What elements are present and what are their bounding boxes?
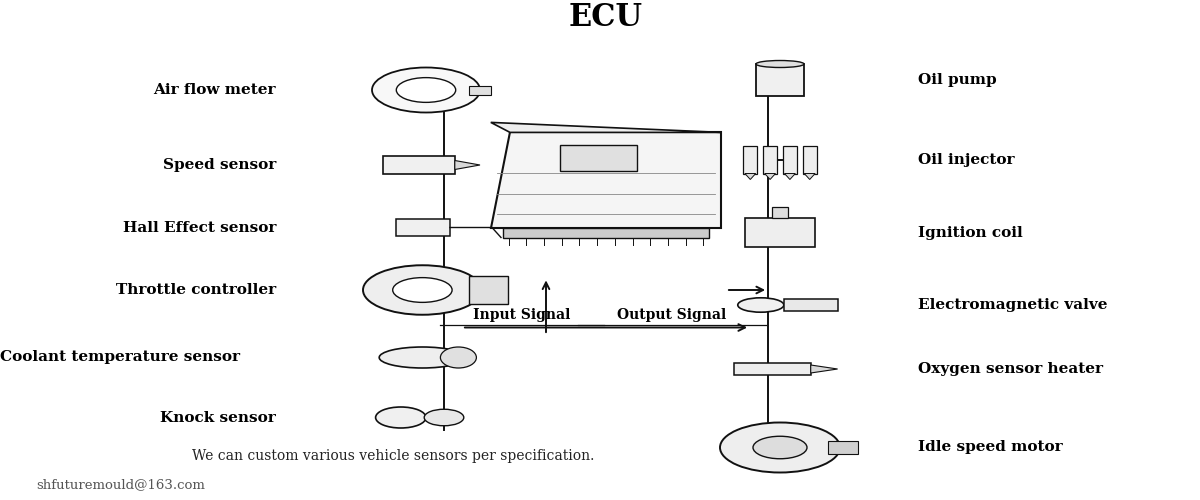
Text: Electromagnetic valve: Electromagnetic valve <box>918 298 1108 312</box>
Text: Output Signal: Output Signal <box>617 308 727 322</box>
Circle shape <box>372 68 480 112</box>
Text: Oxygen sensor heater: Oxygen sensor heater <box>918 362 1103 376</box>
Polygon shape <box>491 132 721 228</box>
Bar <box>784 300 838 310</box>
Bar <box>763 146 778 174</box>
Bar <box>828 441 858 454</box>
Circle shape <box>425 409 463 426</box>
Text: Hall Effect sensor: Hall Effect sensor <box>122 220 276 234</box>
Bar <box>756 64 804 96</box>
Text: Knock sensor: Knock sensor <box>161 410 276 424</box>
Bar <box>743 146 757 174</box>
Text: Ignition coil: Ignition coil <box>918 226 1022 239</box>
Ellipse shape <box>738 298 784 312</box>
Bar <box>734 362 811 376</box>
Circle shape <box>720 422 840 472</box>
Text: We can custom various vehicle sensors per specification.: We can custom various vehicle sensors pe… <box>192 449 594 463</box>
Polygon shape <box>804 174 815 180</box>
Text: ECU: ECU <box>569 2 643 33</box>
Text: Speed sensor: Speed sensor <box>163 158 276 172</box>
Bar <box>468 276 509 304</box>
Polygon shape <box>745 174 756 180</box>
Text: Idle speed motor: Idle speed motor <box>918 440 1063 454</box>
Circle shape <box>754 436 808 459</box>
Text: Input Signal: Input Signal <box>473 308 571 322</box>
Circle shape <box>376 407 426 428</box>
Bar <box>383 156 455 174</box>
Circle shape <box>396 78 456 102</box>
Text: Coolant temperature sensor: Coolant temperature sensor <box>0 350 240 364</box>
Bar <box>396 218 450 236</box>
Bar <box>773 208 787 218</box>
Polygon shape <box>491 122 721 132</box>
FancyBboxPatch shape <box>560 145 637 171</box>
Bar <box>469 86 491 94</box>
Circle shape <box>392 278 452 302</box>
Polygon shape <box>785 174 796 180</box>
Text: Oil injector: Oil injector <box>918 153 1014 167</box>
Ellipse shape <box>379 347 466 368</box>
Polygon shape <box>764 174 775 180</box>
Text: Air flow meter: Air flow meter <box>154 83 276 97</box>
Circle shape <box>364 265 481 315</box>
Polygon shape <box>811 365 838 373</box>
Bar <box>745 218 815 247</box>
Text: shfuturemould@163.com: shfuturemould@163.com <box>36 478 205 492</box>
Text: Throttle controller: Throttle controller <box>116 283 276 297</box>
Ellipse shape <box>756 60 804 68</box>
Polygon shape <box>455 160 480 170</box>
Bar <box>503 228 709 238</box>
Text: Oil pump: Oil pump <box>918 73 997 87</box>
Bar <box>782 146 797 174</box>
Bar <box>803 146 817 174</box>
Ellipse shape <box>440 347 476 368</box>
